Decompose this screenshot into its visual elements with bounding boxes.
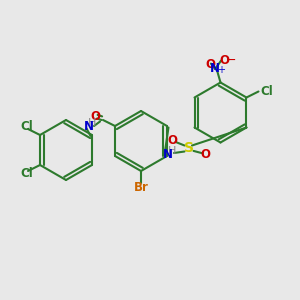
Text: −: − <box>226 53 236 67</box>
Text: H: H <box>167 146 176 157</box>
Text: O: O <box>91 110 100 124</box>
Text: O: O <box>167 134 178 148</box>
Text: Cl: Cl <box>20 120 33 133</box>
Text: Br: Br <box>134 181 148 194</box>
Text: Cl: Cl <box>260 85 273 98</box>
Text: O: O <box>219 54 229 67</box>
Text: S: S <box>184 142 194 155</box>
Text: H: H <box>88 118 97 128</box>
Text: N: N <box>84 120 94 134</box>
Text: N: N <box>210 62 220 76</box>
Text: N: N <box>162 148 172 161</box>
Text: +: + <box>218 65 225 75</box>
Text: O: O <box>200 148 211 161</box>
Text: Cl: Cl <box>20 167 33 180</box>
Text: O: O <box>205 58 215 71</box>
